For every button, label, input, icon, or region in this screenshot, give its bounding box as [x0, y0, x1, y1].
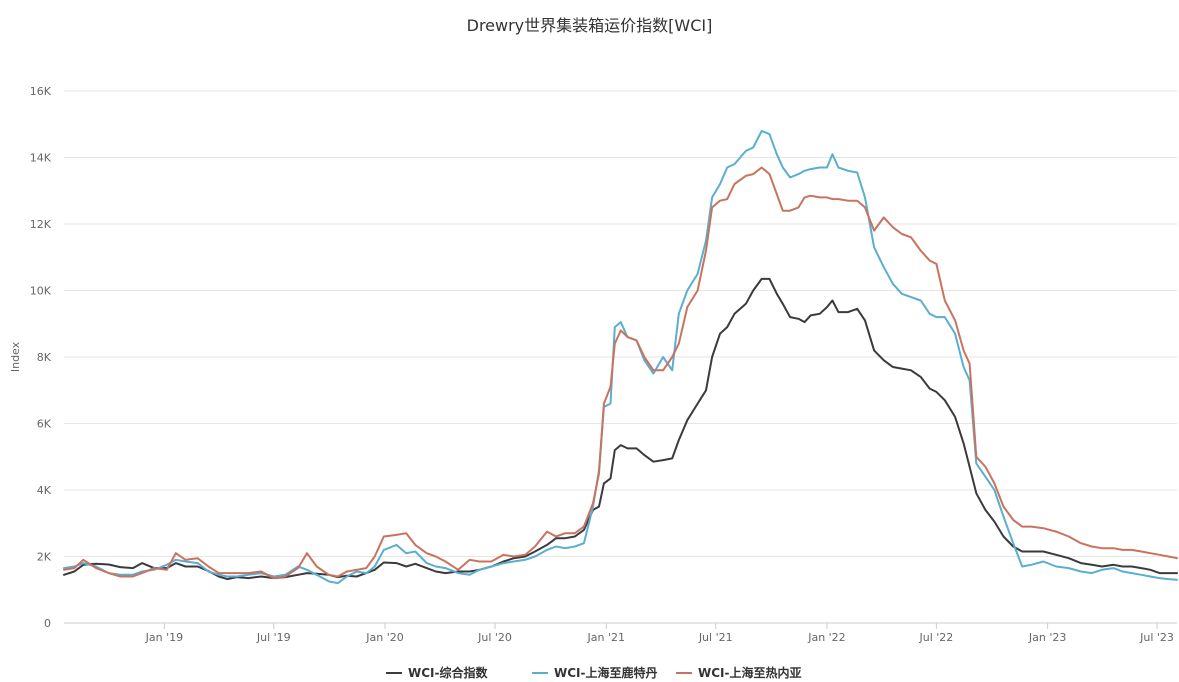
- series-line-2[interactable]: [63, 166, 1178, 580]
- legend-label: WCI-上海至鹿特丹: [554, 666, 658, 680]
- y-tick-label: 8K: [37, 351, 52, 364]
- x-tick-label: Jul '23: [1139, 631, 1174, 644]
- x-tick-label: Jul '22: [918, 631, 953, 644]
- x-tick-label: Jan '21: [587, 631, 625, 644]
- x-axis-ticks: Jan '19 Jul '19 Jan '20 Jul '20 Jan '21 Jul '…: [145, 623, 1174, 644]
- series-lines: [63, 129, 1178, 585]
- legend-item-shanghai-genoa[interactable]: WCI-上海至热内亚: [676, 664, 802, 681]
- y-tick-label: 6K: [37, 418, 52, 431]
- y-tick-label: 2K: [37, 551, 52, 564]
- y-axis-ticks: 0 2K 4K 6K 8K 10K 12K 14K 16K: [30, 85, 52, 630]
- legend-swatch: [386, 671, 402, 674]
- y-tick-label: 0: [44, 617, 51, 630]
- chart-title: Drewry世界集装箱运价指数[WCI]: [466, 16, 713, 35]
- x-tick-label: Jul '19: [256, 631, 291, 644]
- series-line-1[interactable]: [63, 129, 1178, 585]
- y-tick-label: 4K: [37, 484, 52, 497]
- legend-swatch: [676, 671, 692, 674]
- legend-label: WCI-综合指数: [408, 666, 488, 680]
- y-tick-label: 12K: [30, 218, 52, 231]
- legend-item-shanghai-rotterdam[interactable]: WCI-上海至鹿特丹: [532, 664, 658, 681]
- x-tick-label: Jul '20: [477, 631, 512, 644]
- x-tick-label: Jan '19: [145, 631, 183, 644]
- x-tick-label: Jan '22: [807, 631, 845, 644]
- y-tick-label: 10K: [30, 285, 52, 298]
- legend-item-wci-composite[interactable]: WCI-综合指数: [386, 664, 488, 681]
- legend-label: WCI-上海至热内亚: [698, 666, 802, 680]
- x-tick-label: Jan '23: [1028, 631, 1066, 644]
- legend: WCI-综合指数 WCI-上海至鹿特丹 WCI-上海至热内亚: [0, 664, 1179, 682]
- x-tick-label: Jan '20: [365, 631, 403, 644]
- y-tick-label: 14K: [30, 152, 52, 165]
- legend-swatch: [532, 671, 548, 674]
- y-tick-label: 16K: [30, 85, 52, 98]
- x-tick-label: Jul '21: [698, 631, 733, 644]
- grid-lines: [64, 90, 1177, 557]
- y-axis-label: Index: [9, 341, 22, 372]
